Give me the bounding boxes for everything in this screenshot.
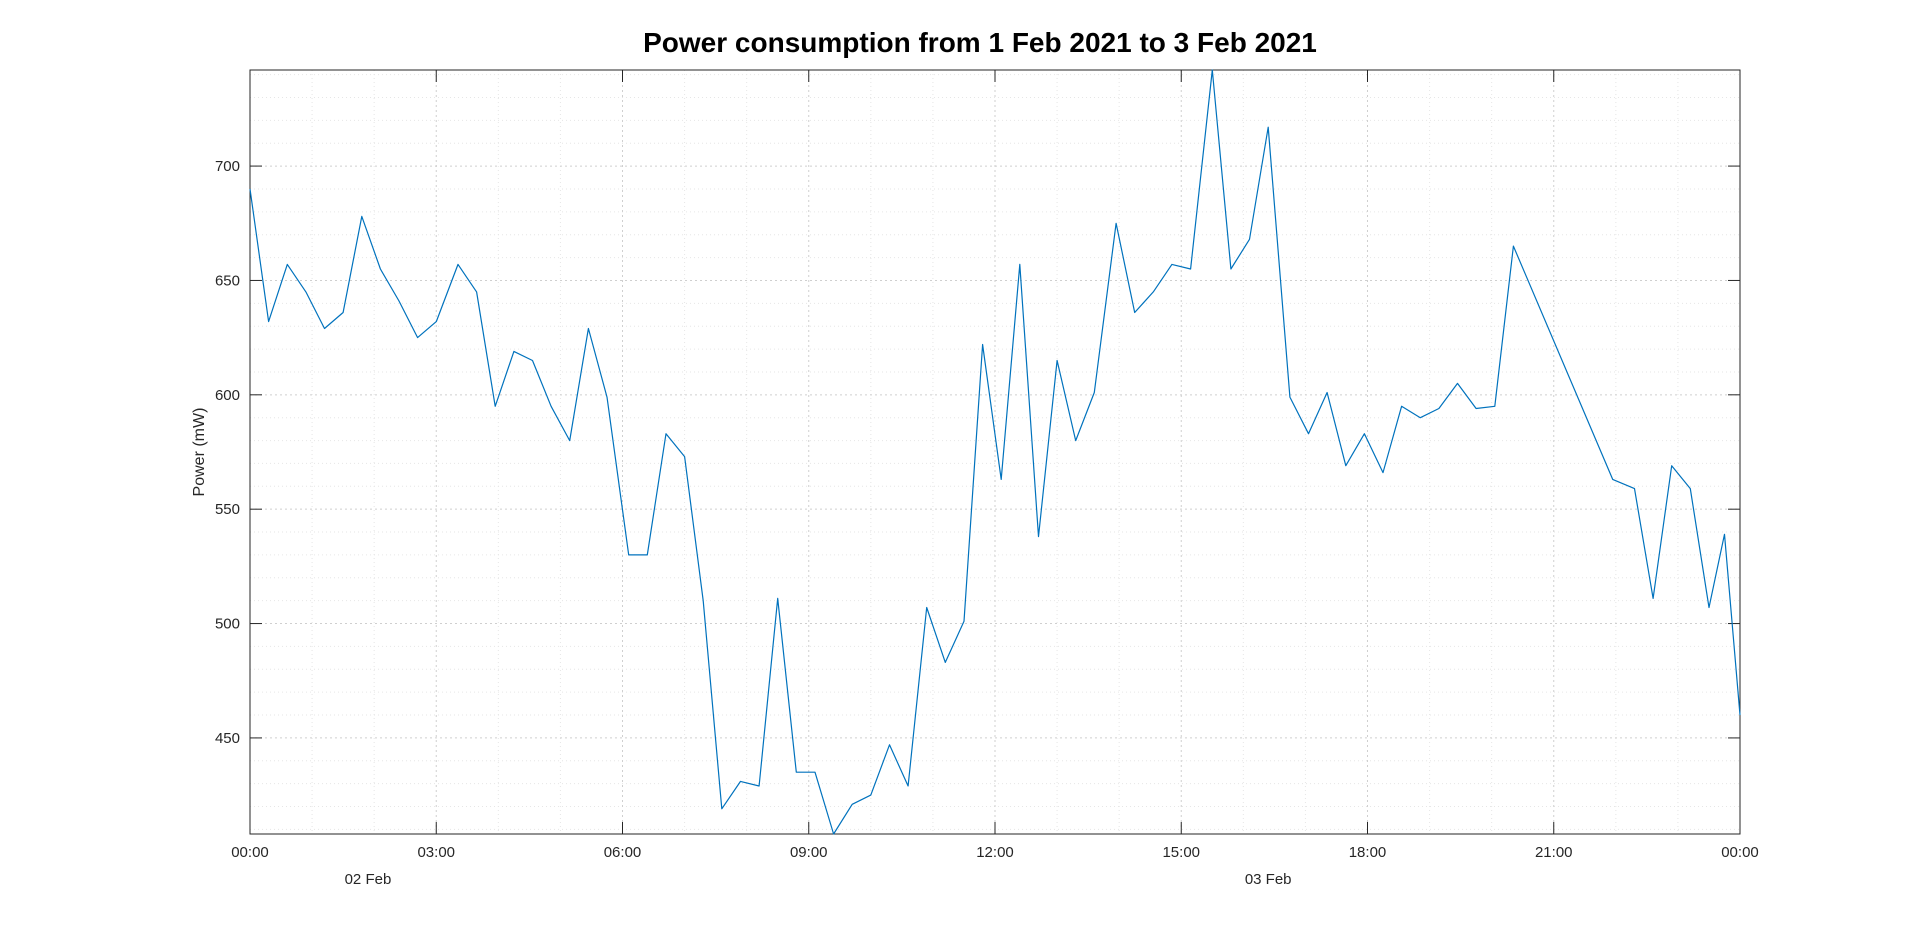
y-axis-label: Power (mW) xyxy=(191,408,208,497)
x-tick-label: 21:00 xyxy=(1535,844,1573,861)
y-tick-label: 700 xyxy=(215,158,240,175)
x-tick-label: 06:00 xyxy=(604,844,642,861)
chart-title: Power consumption from 1 Feb 2021 to 3 F… xyxy=(643,27,1317,58)
x-tick-label: 09:00 xyxy=(790,844,828,861)
x-tick-label: 15:00 xyxy=(1162,844,1200,861)
x-tick-label: 12:00 xyxy=(976,844,1014,861)
y-tick-label: 450 xyxy=(215,730,240,747)
date-label: 03 Feb xyxy=(1245,871,1292,888)
major-grid xyxy=(250,70,1740,834)
x-axis-date-labels: 02 Feb 03 Feb xyxy=(345,871,1292,888)
y-tick-label: 650 xyxy=(215,272,240,289)
date-label: 02 Feb xyxy=(345,871,392,888)
x-tick-label: 00:00 xyxy=(231,844,269,861)
x-tick-label: 00:00 xyxy=(1721,844,1759,861)
y-tick-label: 500 xyxy=(215,616,240,633)
x-axis-tick-labels: 00:00 03:00 06:00 09:00 12:00 15:00 18:00 21:00… xyxy=(231,844,1759,861)
power-series-line xyxy=(249,69,1741,835)
y-tick-label: 600 xyxy=(215,387,240,404)
x-tick-label: 03:00 xyxy=(417,844,455,861)
series-group xyxy=(249,69,1741,835)
y-tick-label: 550 xyxy=(215,501,240,518)
x-tick-label: 18:00 xyxy=(1349,844,1387,861)
y-axis-tick-labels: 450 500 550 600 650 700 xyxy=(215,158,240,747)
axis-ticks xyxy=(249,70,1741,834)
